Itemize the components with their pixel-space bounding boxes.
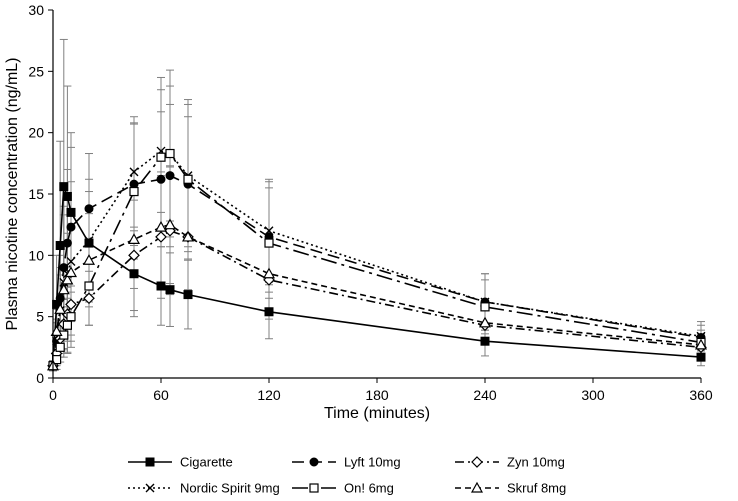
data-point xyxy=(62,191,72,201)
x-tick-label: 60 xyxy=(153,387,169,403)
y-tick-label: 0 xyxy=(36,370,44,386)
data-point xyxy=(62,320,73,330)
y-tick-label: 20 xyxy=(28,125,44,141)
data-point xyxy=(64,266,78,278)
series-line-skruf-8mg xyxy=(52,223,702,366)
data-point xyxy=(59,182,69,192)
x-tick-label: 120 xyxy=(257,387,281,403)
data-point xyxy=(84,204,94,214)
y-axis-label: Plasma nicotine concentration (ng/mL) xyxy=(4,57,21,330)
x-tick-label: 360 xyxy=(689,387,713,403)
data-point xyxy=(264,238,274,248)
data-point xyxy=(480,302,490,312)
x-tick-label: 300 xyxy=(581,387,605,403)
series-markers xyxy=(46,146,708,372)
data-point xyxy=(129,186,139,197)
data-point xyxy=(62,238,72,248)
data-point xyxy=(264,226,274,236)
data-point xyxy=(82,254,96,265)
data-point xyxy=(84,236,94,246)
data-point xyxy=(55,293,65,303)
legend-label: Skruf 8mg xyxy=(507,481,566,496)
data-point xyxy=(127,233,141,244)
data-point xyxy=(66,222,76,232)
data-point xyxy=(129,269,139,279)
axis-labels: Time (minutes) Plasma nicotine concentra… xyxy=(4,57,430,422)
data-point xyxy=(156,174,166,184)
data-point xyxy=(478,316,492,328)
data-point xyxy=(694,338,708,350)
x-tick-label: 240 xyxy=(473,387,497,403)
data-point xyxy=(696,352,706,362)
data-point xyxy=(50,325,63,336)
data-point xyxy=(156,281,166,291)
x-axis-label: Time (minutes) xyxy=(324,405,430,422)
legend-marker xyxy=(471,456,483,468)
data-point xyxy=(165,285,175,295)
axes: 0 60 120 180 240 300 360 0 5 10 15 20 25 30 xyxy=(28,2,712,403)
data-point xyxy=(66,256,76,266)
series-line-on-6mg xyxy=(52,152,702,367)
data-point xyxy=(262,267,276,279)
series-line-zyn-10mg xyxy=(52,229,702,366)
data-point xyxy=(65,298,77,311)
legend-marker xyxy=(145,483,155,493)
data-point xyxy=(55,342,65,352)
legend-label: Cigarette xyxy=(180,455,233,470)
data-point xyxy=(129,167,139,177)
data-point xyxy=(54,303,67,314)
data-point xyxy=(183,174,193,184)
data-point xyxy=(59,263,69,273)
legend-label: Nordic Spirit 9mg xyxy=(180,481,280,496)
data-point xyxy=(181,230,195,242)
legend-marker xyxy=(470,481,484,493)
data-point xyxy=(57,283,70,295)
legend: Cigarette Lyft 10mg Zyn 10mg Nordic Spirit … xyxy=(128,455,566,496)
series-line-cigarette xyxy=(52,186,702,366)
legend-item: Lyft 10mg xyxy=(292,455,401,470)
data-point xyxy=(155,231,167,243)
data-point xyxy=(66,207,76,217)
y-tick-label: 5 xyxy=(36,309,44,325)
y-tick-label: 30 xyxy=(28,2,44,18)
x-tick-label: 0 xyxy=(49,387,57,403)
data-point xyxy=(83,292,95,305)
y-tick-label: 10 xyxy=(28,247,44,263)
legend-item: Zyn 10mg xyxy=(455,455,565,470)
legend-item: Skruf 8mg xyxy=(455,481,566,496)
data-point xyxy=(165,148,175,159)
x-tick-label: 180 xyxy=(365,387,389,403)
legend-marker xyxy=(145,457,155,467)
data-point xyxy=(165,171,175,181)
legend-label: Zyn 10mg xyxy=(507,455,565,470)
y-tick-label: 15 xyxy=(28,186,44,202)
legend-item: Cigarette xyxy=(128,455,233,470)
data-point xyxy=(84,238,94,248)
data-point xyxy=(66,312,76,322)
data-point xyxy=(128,249,140,262)
data-point xyxy=(154,220,168,232)
legend-marker xyxy=(309,457,319,467)
data-point xyxy=(264,307,274,317)
legend-marker xyxy=(309,483,319,493)
data-point xyxy=(183,290,193,300)
data-point xyxy=(84,281,94,291)
legend-item: Nordic Spirit 9mg xyxy=(128,481,280,496)
series-line-lyft-10mg xyxy=(52,174,702,366)
data-point xyxy=(61,273,74,285)
y-tick-label: 25 xyxy=(28,63,44,79)
data-point xyxy=(163,218,177,230)
legend-label: Lyft 10mg xyxy=(344,455,401,470)
series-line-nordic-spirit-9mg xyxy=(52,150,702,366)
legend-item: On! 6mg xyxy=(292,481,394,496)
data-point xyxy=(480,336,490,346)
data-point xyxy=(156,152,166,162)
legend-label: On! 6mg xyxy=(344,481,394,496)
series-lines xyxy=(52,150,702,367)
